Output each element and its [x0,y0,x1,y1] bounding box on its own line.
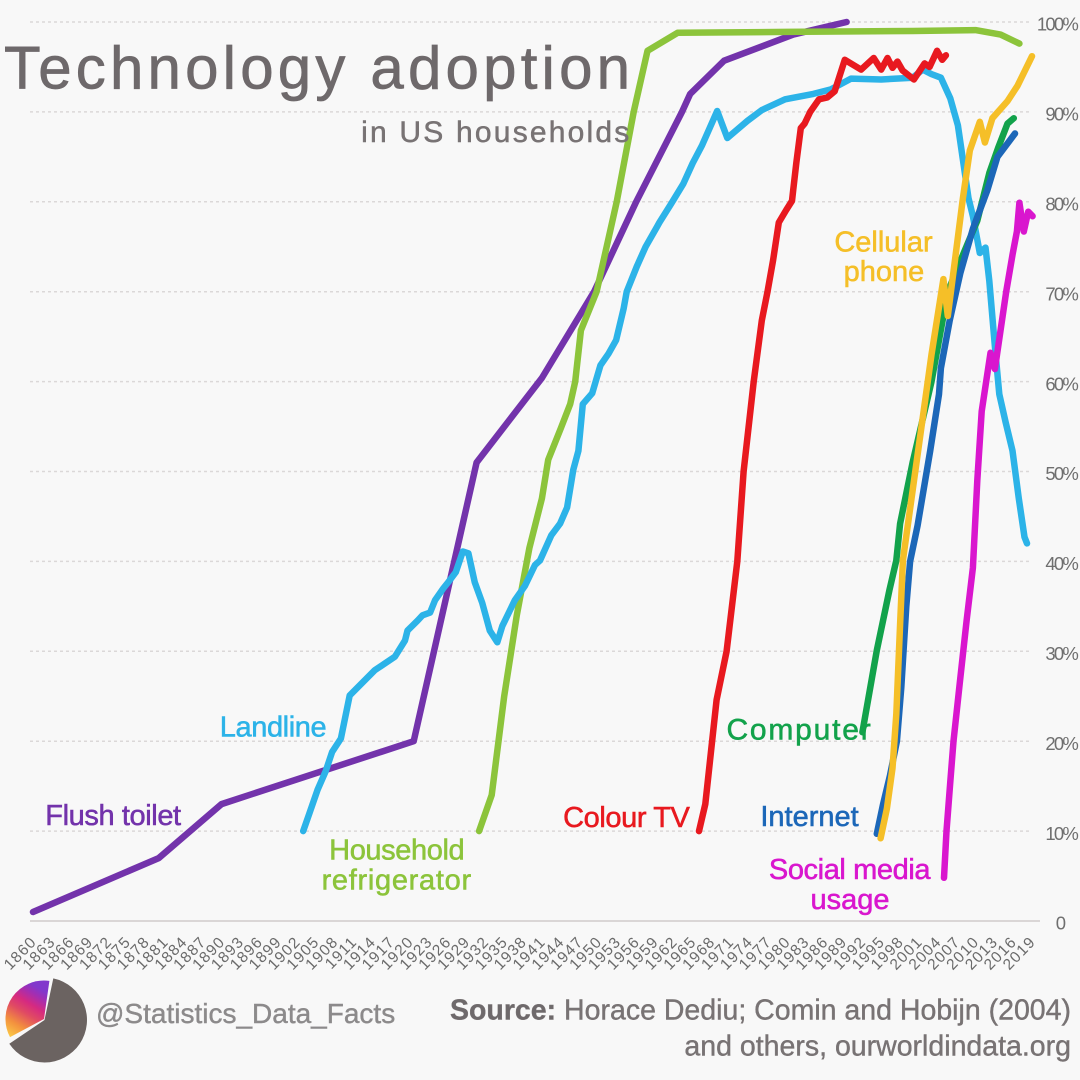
svg-text:usage: usage [810,884,889,916]
svg-text:40%: 40% [1045,553,1078,574]
svg-text:Internet: Internet [760,801,858,833]
svg-text:100%: 100% [1037,14,1078,35]
svg-text:Source: Horace Dediu; Comin an: Source: Horace Dediu; Comin and Hobijn (… [450,995,1071,1027]
svg-text:Computer: Computer [726,714,872,747]
svg-text:0: 0 [1056,913,1066,934]
svg-text:Household: Household [329,835,464,867]
svg-text:60%: 60% [1045,373,1078,394]
svg-text:and others, ourworldindata.org: and others, ourworldindata.org [684,1031,1071,1063]
svg-text:Colour TV: Colour TV [563,802,690,834]
svg-text:in US households: in US households [361,116,631,149]
svg-text:30%: 30% [1045,643,1078,664]
svg-text:phone: phone [844,256,925,288]
svg-text:Social media: Social media [769,854,931,886]
svg-text:Technology adoption: Technology adoption [4,34,634,101]
svg-text:50%: 50% [1045,463,1078,484]
svg-text:Flush toilet: Flush toilet [45,800,181,832]
svg-text:refrigerator: refrigerator [322,865,472,897]
svg-text:@Statistics_Data_Facts: @Statistics_Data_Facts [96,998,395,1029]
svg-text:20%: 20% [1045,733,1078,754]
svg-text:70%: 70% [1045,283,1078,304]
svg-text:90%: 90% [1045,104,1078,125]
svg-text:Cellular: Cellular [834,227,933,259]
svg-text:80%: 80% [1045,194,1078,215]
svg-text:Landline: Landline [220,711,326,743]
svg-text:10%: 10% [1045,823,1078,844]
